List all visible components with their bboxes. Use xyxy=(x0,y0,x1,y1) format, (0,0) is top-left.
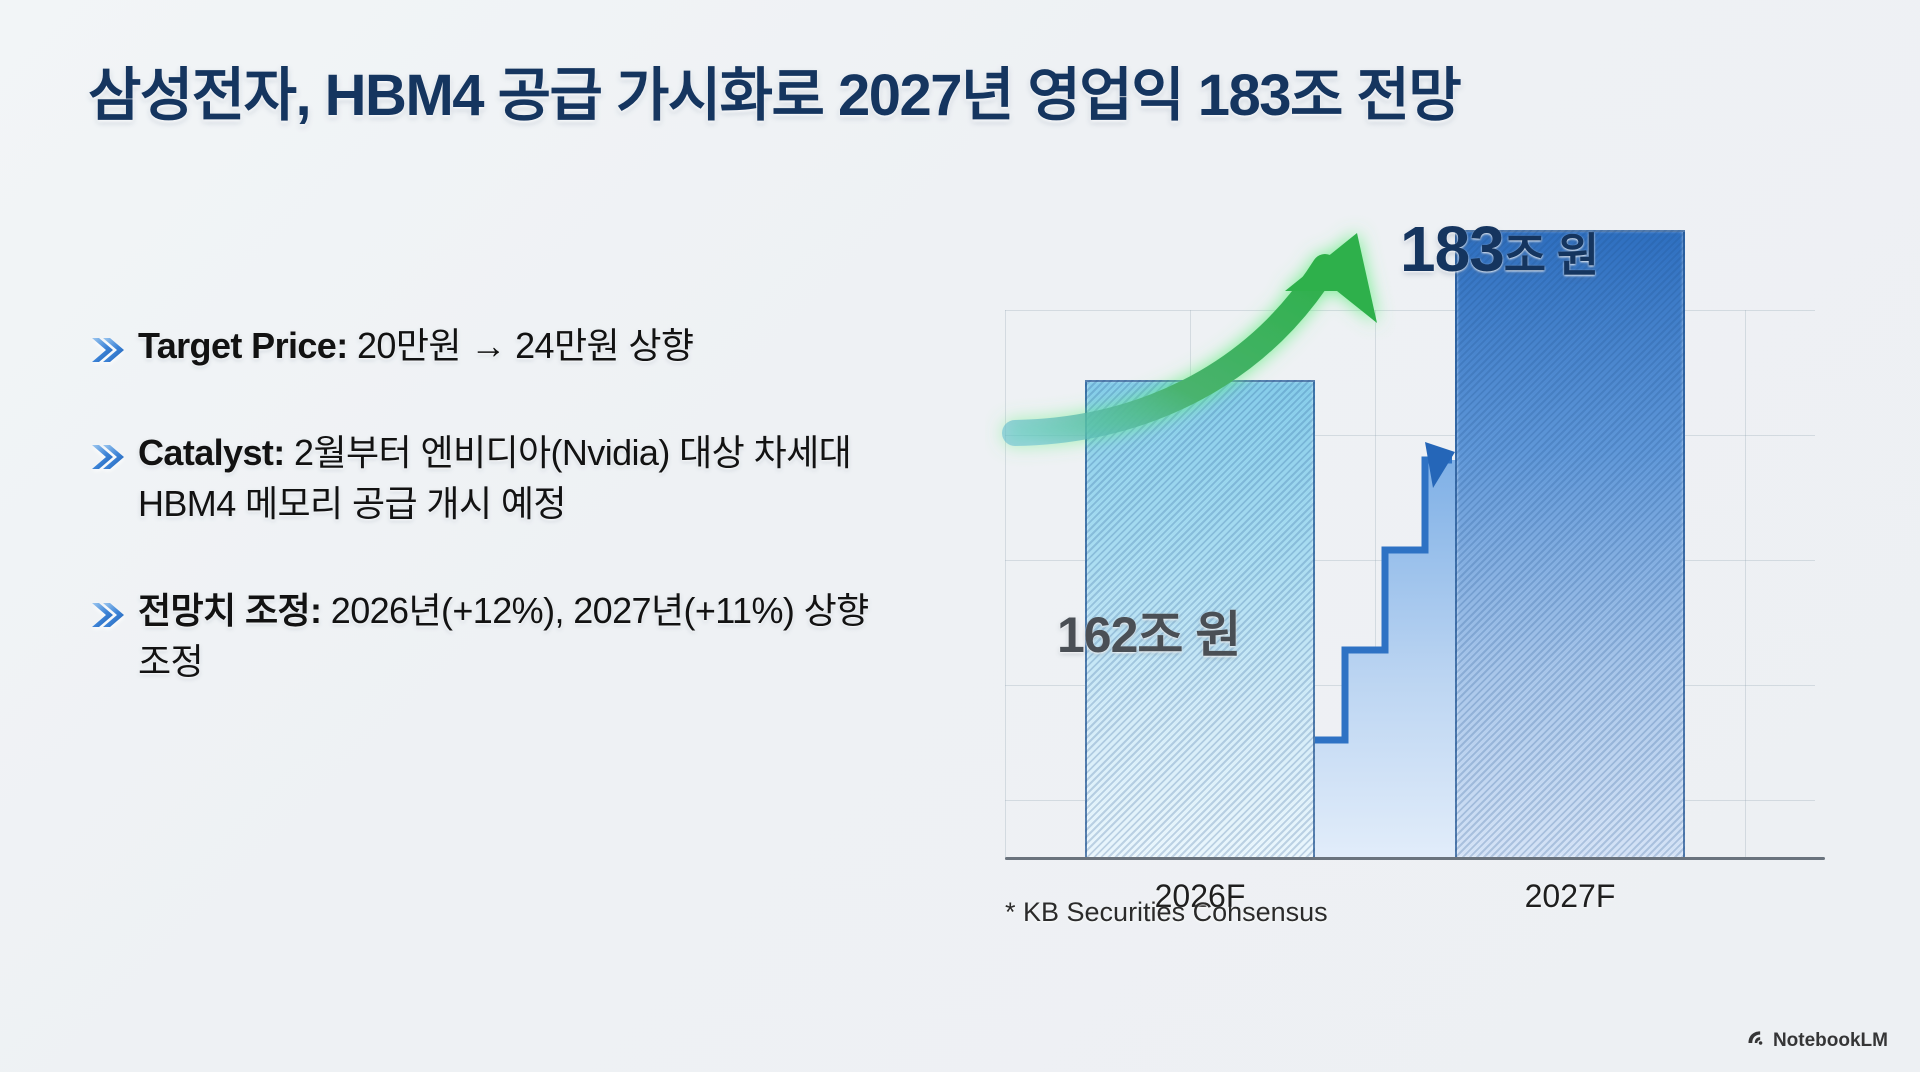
bar-hatch-pattern xyxy=(1085,380,1315,860)
value-label-2027f: 183조 원 xyxy=(1400,212,1599,286)
value-unit: 조 원 xyxy=(1503,229,1599,281)
x-axis-label-2026f: 2026F xyxy=(1154,878,1246,914)
grid-line-vertical xyxy=(1005,310,1006,860)
list-item: 전망치 조정: 2026년(+12%), 2027년(+11%) 상향 조정 xyxy=(86,585,876,687)
list-item: Target Price: 20만원 → 24만원 상향 xyxy=(86,320,876,371)
x-axis-line xyxy=(1005,857,1825,860)
bullet-label: Target Price: xyxy=(138,325,348,366)
bullet-text: Catalyst: 2월부터 엔비디아(Nvidia) 대상 차세대 HBM4 … xyxy=(138,427,876,529)
bar-hatch-pattern xyxy=(1455,230,1685,860)
x-axis-label-2027f: 2027F xyxy=(1524,878,1616,914)
bullet-body: 2월부터 엔비디아(Nvidia) 대상 차세대 HBM4 메모리 공급 개시 … xyxy=(138,432,852,525)
notebooklm-label: NotebookLM xyxy=(1772,1030,1888,1051)
bullet-text: Target Price: 20만원 → 24만원 상향 xyxy=(138,320,694,371)
bullet-body: 2026년(+12%), 2027년(+11%) 상향 조정 xyxy=(138,590,869,683)
chart-plot-area: 162조 원 183조 원 2026F 2027F xyxy=(1002,213,1825,914)
grid-line-horizontal xyxy=(1005,435,1815,436)
blue-staircase-arrow-icon xyxy=(1305,442,1455,860)
chart-footnote: * KB Securities Consensus xyxy=(1005,897,1328,927)
bar-2026f xyxy=(1085,380,1315,860)
grid-line-vertical xyxy=(1375,310,1376,860)
bullet-list: Target Price: 20만원 → 24만원 상향 Catalyst: 2… xyxy=(86,320,876,744)
bar-fill xyxy=(1455,230,1685,860)
notebooklm-watermark: NotebookLM xyxy=(1746,1028,1888,1054)
chevron-right-icon xyxy=(86,437,126,477)
bullet-label: 전망치 조정: xyxy=(138,590,322,632)
bar-fill xyxy=(1085,380,1315,860)
page-title: 삼성전자, HBM4 공급 가시화로 2027년 영업익 183조 전망 xyxy=(88,63,1462,128)
bar-chart: 162조 원 183조 원 2026F 2027F * KB Securitie… xyxy=(985,213,1825,927)
chevron-right-icon xyxy=(86,595,126,635)
value-label-2026f: 162조 원 xyxy=(1057,607,1241,663)
chevron-right-icon xyxy=(86,330,126,370)
list-item: Catalyst: 2월부터 엔비디아(Nvidia) 대상 차세대 HBM4 … xyxy=(86,427,876,529)
grid-line-horizontal xyxy=(1005,310,1815,311)
bullet-body: 20만원 → 24만원 상향 xyxy=(347,325,694,366)
bullet-label: Catalyst: xyxy=(138,432,285,474)
bullet-text: 전망치 조정: 2026년(+12%), 2027년(+11%) 상향 조정 xyxy=(138,585,876,687)
notebooklm-icon xyxy=(1746,1028,1766,1054)
value-number: 183 xyxy=(1400,213,1505,285)
grid-line-vertical xyxy=(1745,310,1746,860)
bar-2027f xyxy=(1455,230,1685,860)
